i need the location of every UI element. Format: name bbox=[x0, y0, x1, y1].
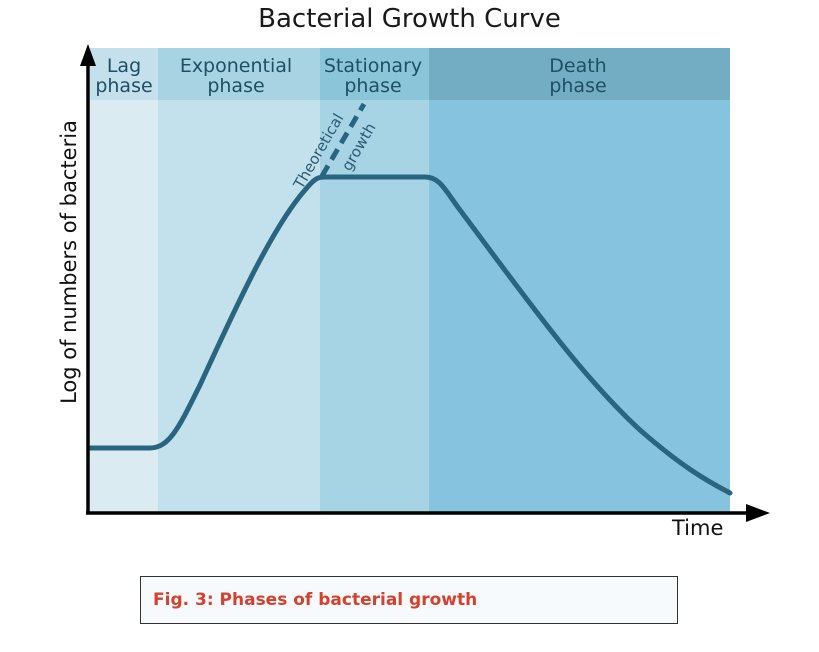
y-axis-arrow-icon bbox=[80, 44, 96, 66]
exponential-phase-region bbox=[158, 48, 320, 513]
figure-caption: Fig. 3: Phases of bacterial growth bbox=[153, 590, 478, 610]
death-phase-header bbox=[429, 48, 730, 100]
death-phase-label-1: Death bbox=[549, 55, 606, 77]
x-axis-arrow-icon bbox=[746, 504, 770, 522]
exponential-phase-header bbox=[158, 48, 320, 100]
stationary-phase-header bbox=[320, 48, 429, 100]
death-phase-region bbox=[429, 48, 730, 513]
stationary-phase-label-2: phase bbox=[344, 75, 401, 97]
figure-caption-box: Fig. 3: Phases of bacterial growth bbox=[140, 576, 678, 624]
lag-phase-header bbox=[90, 48, 158, 100]
lag-phase-label-1: Lag bbox=[107, 55, 141, 77]
exponential-phase-label-1: Exponential bbox=[180, 55, 292, 77]
exponential-phase-label-2: phase bbox=[207, 75, 264, 97]
death-phase-label-2: phase bbox=[549, 75, 606, 97]
stationary-phase-region bbox=[320, 48, 429, 513]
theoretical-growth-dashed-line bbox=[319, 102, 367, 178]
diagram-title: Bacterial Growth Curve bbox=[258, 4, 561, 34]
stationary-phase-label-1: Stationary bbox=[324, 55, 422, 77]
x-axis-label: Time bbox=[672, 516, 724, 540]
lag-phase-region bbox=[90, 48, 158, 513]
y-axis-label: Log of numbers of bacteria bbox=[57, 120, 81, 404]
growth-curve bbox=[87, 174, 733, 496]
lag-phase-label-2: phase bbox=[95, 75, 152, 97]
growth-curve-plot: Lag phase Exponential phase Stationary p… bbox=[80, 44, 770, 522]
